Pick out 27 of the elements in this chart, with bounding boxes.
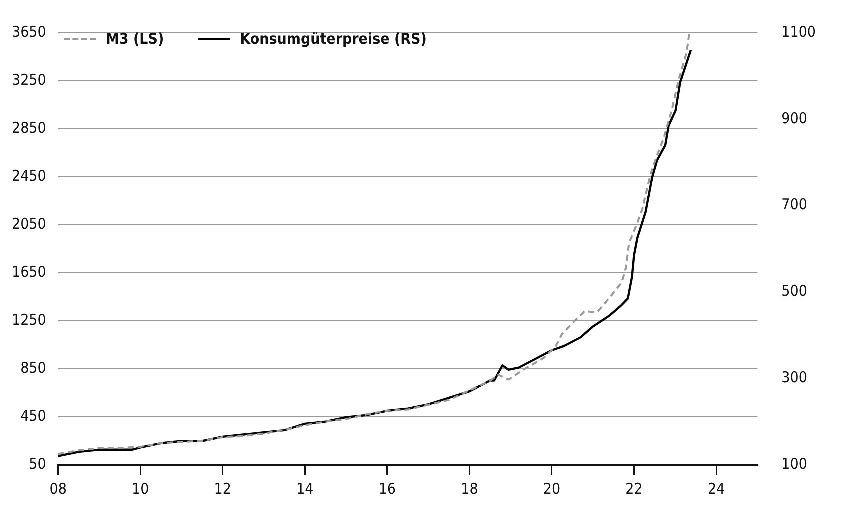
x-tick-label: 22: [626, 480, 643, 498]
y-tick-label: 1250: [12, 310, 46, 329]
y-tick-label: 2850: [12, 118, 46, 137]
x-tick-label: 16: [378, 480, 396, 498]
y2-tick-label: 500: [782, 282, 808, 300]
y2-tick-label: 1100: [782, 22, 816, 41]
x-tick-label: 14: [296, 480, 314, 498]
legend-label: Konsumgüterpreise (RS): [240, 30, 427, 48]
y2-tick-label: 100: [782, 454, 808, 473]
y2-tick-label: 700: [782, 196, 808, 214]
y-tick-label: 850: [20, 358, 46, 377]
y-tick-label: 50: [29, 454, 46, 473]
y2-tick-label: 900: [782, 109, 808, 128]
y2-tick-label: 300: [782, 368, 808, 386]
y-tick-label: 450: [20, 406, 46, 425]
y-tick-label: 3650: [12, 22, 46, 41]
y-tick-label: 2450: [12, 166, 46, 185]
y-tick-label: 1650: [12, 262, 46, 281]
x-tick-label: 12: [214, 480, 232, 498]
y-tick-label: 2050: [12, 214, 46, 233]
x-tick-label: 24: [708, 480, 726, 498]
y-tick-label: 3250: [12, 70, 46, 89]
x-tick-label: 18: [461, 480, 478, 498]
x-tick-label: 08: [50, 480, 67, 498]
x-tick-label: 10: [132, 480, 150, 498]
legend-label: M3 (LS): [106, 30, 164, 48]
x-tick-label: 20: [543, 480, 561, 498]
